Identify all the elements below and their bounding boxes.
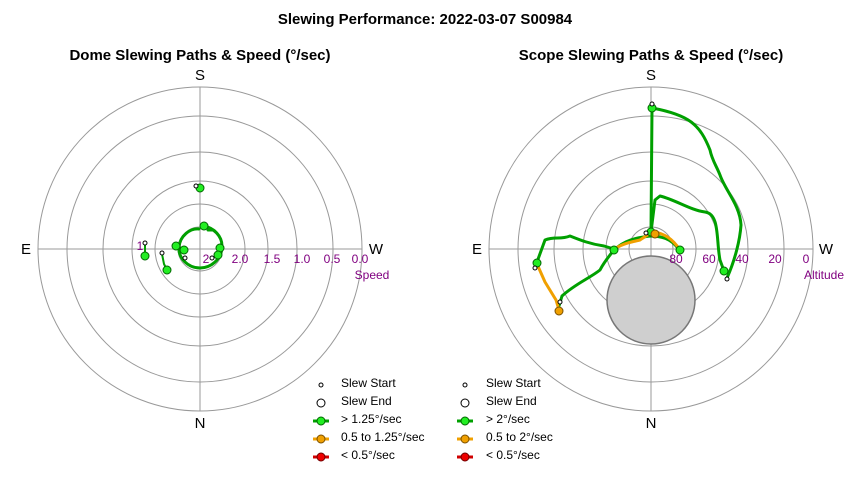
scope-radial-ticks: 80 60 40 20 0 [669,252,809,266]
scope-slew-end-marker [650,229,660,239]
figure-title: Slewing Performance: 2022-03-07 S00984 [278,11,573,28]
scope-compass-n: N [646,415,657,432]
dome-inner-tick-label: 2 [203,252,210,266]
scope-title: Scope Slewing Paths & Speed (°/sec) [519,47,783,64]
dome-compass-s: S [195,67,205,84]
dome-tick-label: 0.5 [324,252,341,266]
dome-slew-path [177,224,224,270]
legend-low-speed-label: < 0.5°/sec [486,448,540,462]
dome-compass-e: E [21,241,31,258]
legend-slew-end-label: Slew End [341,394,392,408]
dome-slew-start-marker [209,255,215,261]
legend-slew-start-symbol [318,382,324,388]
legend-mid-speed-symbol [460,434,470,444]
dome-grid [37,86,363,412]
scope-slew-end-marker [675,245,685,255]
legend-slew-start-symbol [462,382,468,388]
scope-slew-start-marker [724,276,730,282]
scope-slew-start-marker [532,265,538,271]
legend-slew-end-symbol [316,398,326,408]
dome-slew-start-marker [182,255,188,261]
scope-limit-zone [606,255,696,345]
dome-title: Dome Slewing Paths & Speed (°/sec) [69,47,330,64]
dome-slew-start-marker [142,240,148,246]
scope-tick-label: 80 [669,252,683,266]
legend-slew-end-label: Slew End [486,394,537,408]
scope-slew-path [649,106,654,234]
dome-slew-end-marker [162,265,172,275]
dome-slew-start-marker [159,250,165,256]
scope-slew-start-marker [557,299,563,305]
dome-compass-w: W [369,241,384,258]
scope-markers [532,101,730,316]
scope-tick-label: 60 [702,252,716,266]
scope-compass-e: E [472,241,482,258]
legend-low-speed-label: < 0.5°/sec [341,448,395,462]
legend-low-speed-symbol [460,452,470,462]
dome-slew-start-marker [193,183,199,189]
legend-high-speed-label: > 1.25°/sec [341,412,402,426]
scope-radial-axis-label: Altitude [804,268,844,282]
scope-compass-w: W [819,241,834,258]
scope-tick-label: 0 [803,252,810,266]
dome-radial-axis-label: Speed [355,268,390,282]
dome-slew-end-marker [213,250,223,260]
dome-panel: Dome Slewing Paths & Speed (°/sec) S N E… [21,47,425,462]
dome-slew-end-marker [199,221,209,231]
dome-tick-label: 1.0 [294,252,311,266]
legend-mid-speed-symbol [316,434,326,444]
scope-slew-path [649,194,726,273]
legend-high-speed-symbol [316,416,326,426]
legend-low-speed-symbol [316,452,326,462]
scope-slew-path [650,106,743,280]
scope-slew-start-marker [649,101,655,107]
scope-slew-start-marker [643,230,649,236]
scope-tick-label: 20 [768,252,782,266]
legend-mid-speed-label: 0.5 to 1.25°/sec [341,430,425,444]
dome-tick-label: 2.0 [232,252,249,266]
dome-slew-end-marker [140,251,150,261]
dome-markers [140,183,225,275]
dome-radial-ticks: 2.0 1.5 1.0 0.5 0.0 2 1 [137,239,369,266]
scope-legend: Slew Start Slew End > 2°/sec 0.5 to 2°/s… [457,376,553,462]
scope-slew-end-marker [554,306,564,316]
legend-slew-start-label: Slew Start [486,376,541,390]
scope-compass-s: S [646,67,656,84]
legend-mid-speed-label: 0.5 to 2°/sec [486,430,553,444]
dome-inner-tick-label: 1 [137,239,144,253]
legend-high-speed-symbol [460,416,470,426]
legend-slew-start-label: Slew Start [341,376,396,390]
dome-slew-end-marker [171,241,181,251]
dome-slew-end-marker [179,245,189,255]
scope-slew-path [535,262,561,312]
dome-compass-n: N [195,415,206,432]
dome-legend: Slew Start Slew End > 1.25°/sec 0.5 to 1… [313,376,425,462]
dome-tick-label: 1.5 [264,252,281,266]
legend-high-speed-label: > 2°/sec [486,412,530,426]
scope-panel: Scope Slewing Paths & Speed (°/sec) S N … [457,47,844,462]
scope-slew-path [535,234,616,264]
scope-tick-label: 40 [735,252,749,266]
legend-slew-end-symbol [460,398,470,408]
dome-tick-label: 0.0 [352,252,369,266]
scope-slew-end-marker [719,266,729,276]
scope-slew-end-marker [609,245,619,255]
